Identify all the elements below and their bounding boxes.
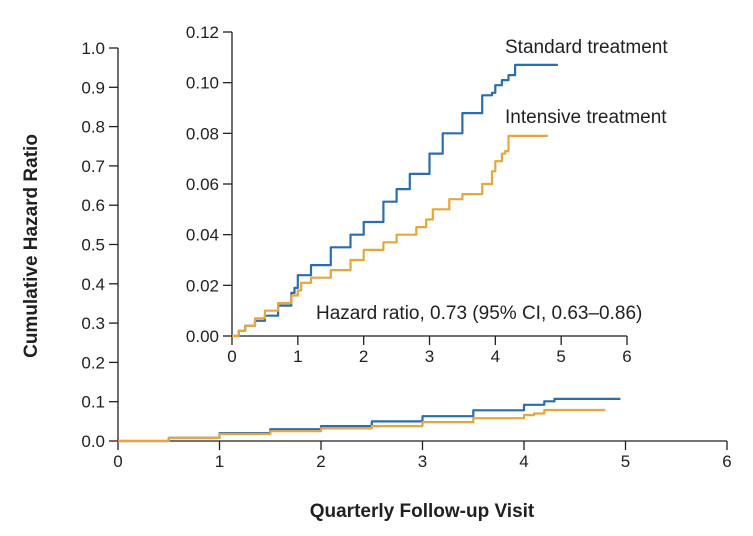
inset-y-tick-label: 0.12 xyxy=(186,23,219,42)
main-y-tick-label: 0.9 xyxy=(81,78,105,97)
main-x-tick-label: 2 xyxy=(316,452,325,471)
main-series-group xyxy=(118,397,621,443)
inset-y-tick-label: 0.00 xyxy=(186,327,219,346)
inset-y-tick-label: 0.06 xyxy=(186,175,219,194)
main-y-tick-label: 0.4 xyxy=(81,275,105,294)
main-x-tick-label: 4 xyxy=(519,452,528,471)
main-x-axis-title: Quarterly Follow-up Visit xyxy=(310,501,535,522)
inset-y-tick-label: 0.04 xyxy=(186,226,219,245)
main-series-standard-treatment xyxy=(118,397,621,443)
main-x-tick-label: 0 xyxy=(113,452,122,471)
main-y-tick-label: 0.0 xyxy=(81,432,105,451)
legend-intensive-treatment: Intensive treatment xyxy=(505,107,667,128)
hazard-ratio-annotation: Hazard ratio, 0.73 (95% CI, 0.63–0.86) xyxy=(316,303,642,324)
inset-y-tick-label: 0.08 xyxy=(186,124,219,143)
inset-y-tick-label: 0.10 xyxy=(186,74,219,93)
main-series-intensive-treatment xyxy=(118,408,606,443)
legend-standard-treatment: Standard treatment xyxy=(505,37,668,58)
inset-x-tick-label: 3 xyxy=(425,347,434,366)
inset-y-tick-label: 0.02 xyxy=(186,276,219,295)
main-y-tick-label: 1.0 xyxy=(81,39,105,58)
main-y-tick-label: 0.8 xyxy=(81,118,105,137)
main-x-tick-label: 5 xyxy=(621,452,630,471)
inset-series-standard-treatment xyxy=(232,63,558,338)
inset-x-tick-label: 0 xyxy=(227,347,236,366)
main-y-tick-label: 0.1 xyxy=(81,393,105,412)
main-axes: 0.0 0.1 0.2 0.3 0.4 0.5 0.6 0.7 0.8 0.9 1.0 0 1 2 3 4 5 6 xyxy=(81,39,731,471)
main-y-tick-label: 0.7 xyxy=(81,157,105,176)
main-y-axis-title: Cumulative Hazard Ratio xyxy=(21,134,42,358)
main-y-tick-label: 0.5 xyxy=(81,236,105,255)
inset-series-intensive-treatment xyxy=(232,134,548,338)
inset-x-tick-label: 6 xyxy=(622,347,631,366)
inset-x-tick-label: 1 xyxy=(293,347,302,366)
main-y-tick-label: 0.3 xyxy=(81,314,105,333)
inset-axes: 0.00 0.02 0.04 0.06 0.08 0.10 0.12 0 1 2 3 4 5 6 xyxy=(186,23,632,366)
main-x-tick-label: 1 xyxy=(215,452,224,471)
main-x-tick-label: 6 xyxy=(722,452,731,471)
main-x-tick-label: 3 xyxy=(418,452,427,471)
main-y-tick-label: 0.2 xyxy=(81,353,105,372)
inset-x-tick-label: 5 xyxy=(556,347,565,366)
inset-x-tick-label: 4 xyxy=(491,347,500,366)
inset-x-tick-label: 2 xyxy=(359,347,368,366)
inset-series-group xyxy=(232,63,558,338)
main-y-tick-label: 0.6 xyxy=(81,196,105,215)
